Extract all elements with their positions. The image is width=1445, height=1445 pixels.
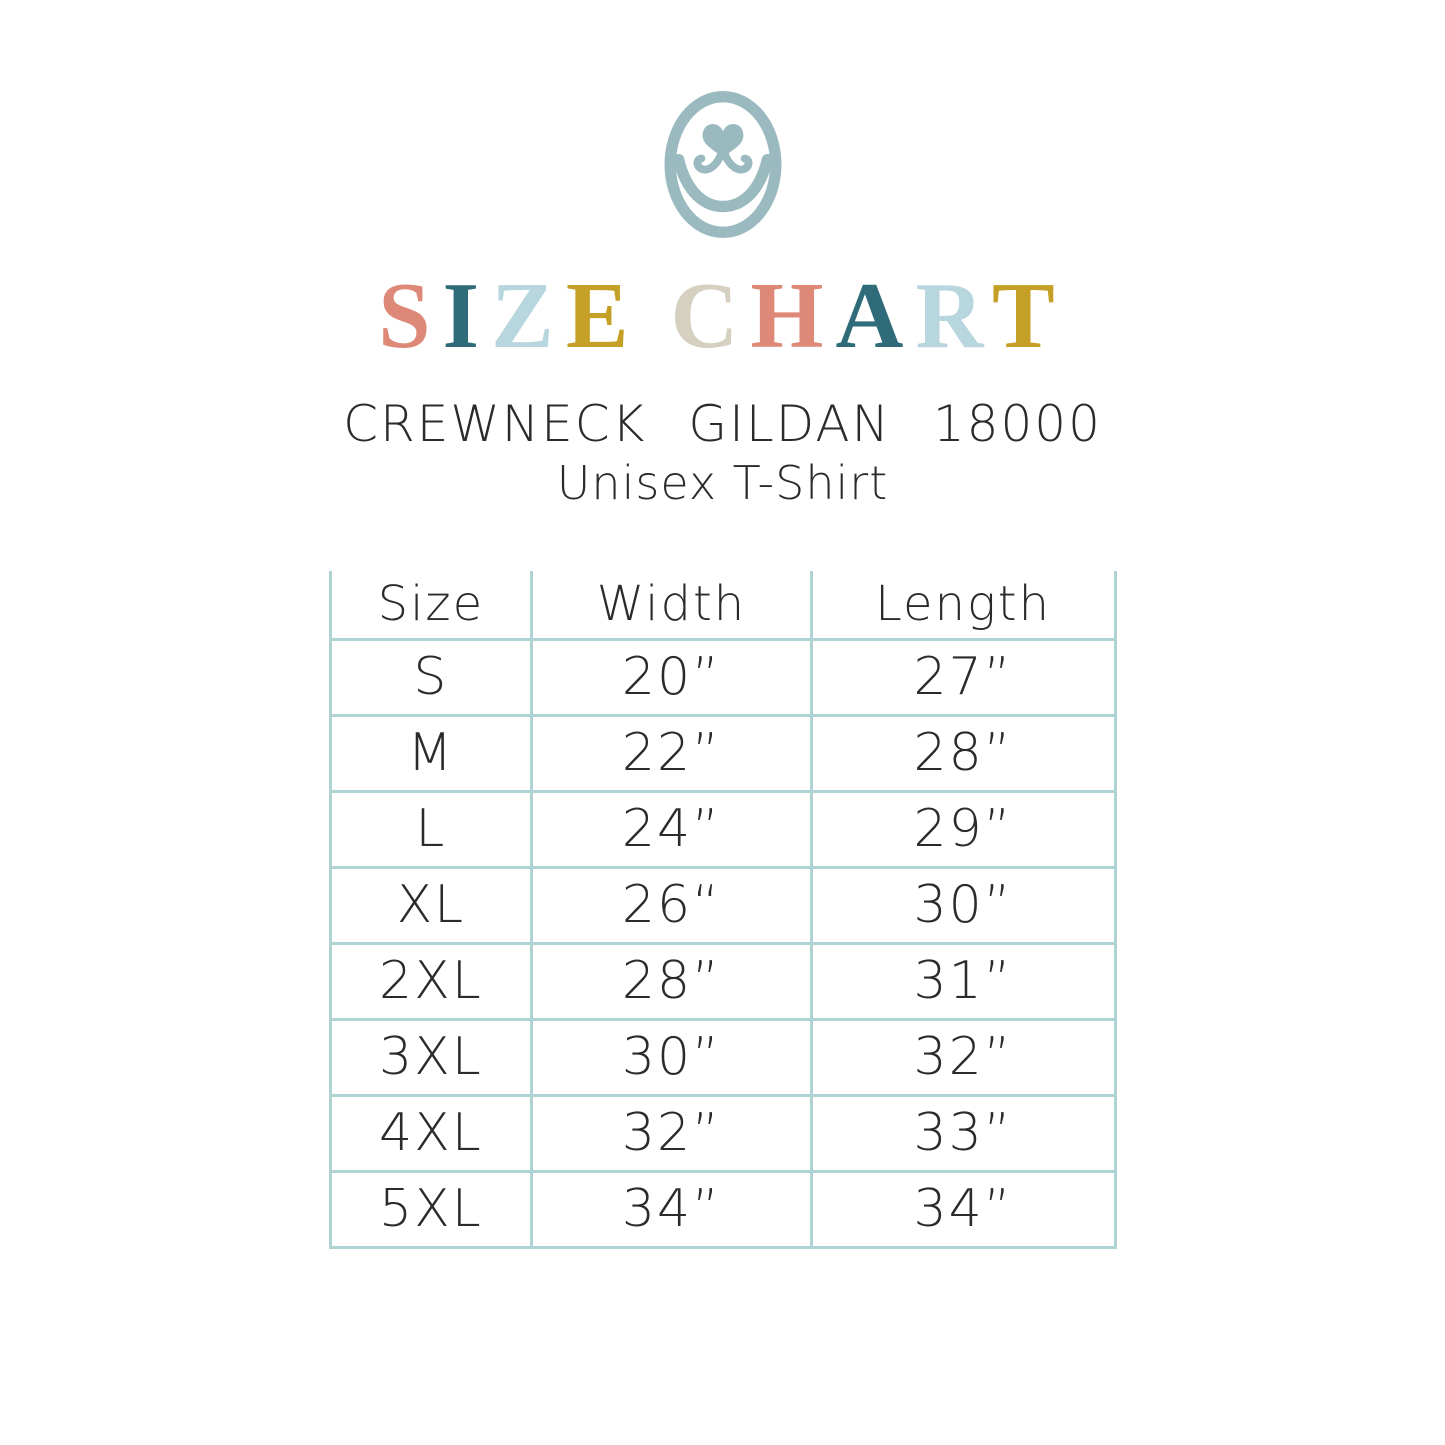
heart-smile-logo-icon [664,91,781,238]
product-name: CREWNECK GILDAN 18000 [343,395,1102,453]
table-row: 4XL 32” 33” [328,1093,1117,1173]
title-letter: R [915,264,993,368]
size-cell: 3XL [328,1017,534,1097]
title-letter: S [378,264,443,368]
table-row: L 24” 29” [328,789,1117,869]
length-cell: 34” [809,1169,1117,1249]
title-letter: Z [491,264,566,368]
column-header-length: Length [809,570,1117,641]
width-cell: 26“ [530,865,813,945]
table-row: 5XL 34” 34” [328,1169,1117,1249]
table-row: 3XL 30” 32” [328,1017,1117,1097]
brand-logo [663,90,783,239]
title-letter: I [442,264,492,368]
column-header-width: Width [530,570,813,641]
column-header-size: Size [328,570,534,641]
title-word-gap [641,269,671,363]
title-letter: A [835,264,916,368]
title-letter: E [565,264,641,368]
width-cell: 22” [530,713,813,793]
length-cell: 29” [809,789,1117,869]
size-cell: XL [328,865,534,945]
product-type: Unisex T-Shirt [556,456,889,510]
size-table-header: Size Width Length [328,570,1117,641]
width-cell: 20” [530,637,813,717]
size-cell: 2XL [328,941,534,1021]
table-row: M 22” 28” [328,713,1117,793]
length-cell: 30” [809,865,1117,945]
table-row: XL 26“ 30” [328,865,1117,945]
width-cell: 32” [530,1093,813,1173]
size-table-body: S 20” 27” M 22” 28” L 24” 29” XL 26“ 30” 2XL 28” 31” 3X… [328,637,1117,1249]
length-cell: 31” [809,941,1117,1021]
size-cell: 4XL [328,1093,534,1173]
width-cell: 24” [530,789,813,869]
width-cell: 30” [530,1017,813,1097]
size-cell: L [328,789,534,869]
width-cell: 28” [530,941,813,1021]
size-chart-title: SIZE CHART [378,269,1066,363]
size-cell: S [328,637,534,717]
length-cell: 32” [809,1017,1117,1097]
title-letter: H [750,264,836,368]
table-row: S 20” 27” [328,637,1117,717]
length-cell: 28” [809,713,1117,793]
title-letter: T [992,264,1067,368]
size-cell: M [328,713,534,793]
size-cell: 5XL [328,1169,534,1249]
length-cell: 27” [809,637,1117,717]
size-table: Size Width Length S 20” 27” M 22” 28” L 24” 29” X… [328,570,1117,1249]
table-row: 2XL 28” 31” [328,941,1117,1021]
header-row: Size Width Length [328,570,1117,641]
title-letter: C [670,264,751,368]
length-cell: 33” [809,1093,1117,1173]
width-cell: 34” [530,1169,813,1249]
